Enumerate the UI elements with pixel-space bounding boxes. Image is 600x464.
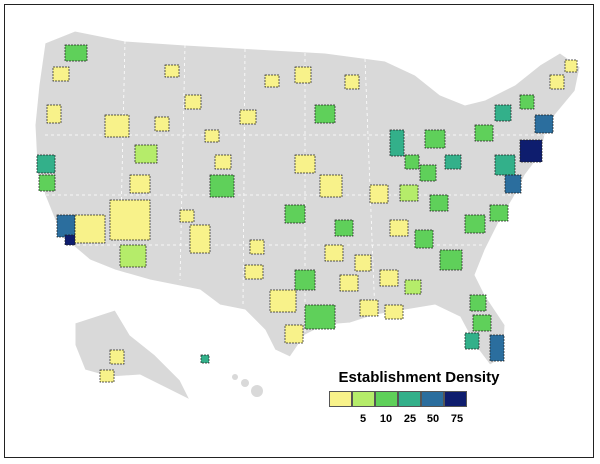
region-nyc — [519, 139, 543, 163]
region-region — [324, 244, 344, 262]
region-region — [154, 116, 170, 132]
region-region — [244, 264, 264, 280]
region-region — [204, 129, 220, 143]
region-region — [489, 204, 509, 222]
region-region — [52, 66, 70, 82]
region-region — [419, 164, 437, 182]
region-region — [294, 154, 316, 174]
region-detroit — [424, 129, 446, 149]
region-honolulu — [200, 354, 210, 364]
legend-swatch-3 — [375, 391, 398, 407]
region-dc — [504, 174, 522, 194]
region-boston — [534, 114, 554, 134]
legend-tick-5: 5 — [359, 413, 367, 425]
region-region — [519, 94, 535, 110]
region-region — [339, 274, 359, 292]
region-denver — [209, 174, 235, 198]
region-region — [294, 66, 312, 84]
region-houston — [304, 304, 336, 330]
region-region — [269, 289, 297, 313]
region-kc — [284, 204, 306, 224]
region-region — [249, 239, 265, 255]
region-region — [384, 304, 404, 320]
region-region — [369, 184, 389, 204]
region-region — [354, 254, 372, 272]
legend-tick-10: 10 — [379, 413, 393, 425]
region-region — [344, 74, 360, 90]
legend: Establishment Density 5 10 25 50 75 — [323, 369, 503, 425]
region-seattle — [64, 44, 88, 62]
region-charlotte — [464, 214, 486, 234]
region-orlando — [472, 314, 492, 332]
region-chicago — [389, 129, 405, 157]
legend-title: Establishment Density — [338, 369, 500, 386]
region-minneapolis — [314, 104, 336, 124]
region-region — [379, 269, 399, 287]
region-region — [74, 214, 106, 244]
map-frame: Establishment Density 5 10 25 50 75 — [4, 4, 594, 458]
region-slc — [134, 144, 158, 164]
region-region — [214, 154, 232, 170]
legend-swatches — [329, 391, 467, 407]
region-region — [104, 114, 130, 138]
region-region — [404, 154, 420, 170]
us-density-map — [34, 30, 581, 402]
region-region — [264, 74, 280, 88]
region-sf — [36, 154, 56, 174]
region-region — [38, 174, 56, 192]
region-region — [494, 104, 512, 122]
region-region — [429, 194, 449, 212]
legend-tick-50: 50 — [426, 413, 440, 425]
hawaii-islands — [232, 374, 263, 397]
region-region — [549, 74, 565, 90]
alaska-landmass — [74, 309, 192, 402]
legend-swatch-4 — [398, 391, 421, 407]
region-la — [56, 214, 76, 238]
region-region — [109, 199, 151, 241]
region-phoenix — [119, 244, 147, 268]
region-region — [359, 299, 379, 317]
region-region — [404, 279, 422, 295]
region-region — [239, 109, 257, 125]
region-stlouis — [334, 219, 354, 237]
region-anchorage — [109, 349, 125, 365]
region-dallas — [294, 269, 316, 291]
region-region — [189, 224, 211, 254]
region-cleveland — [444, 154, 462, 170]
region-la-core — [64, 234, 76, 246]
region-region — [129, 174, 151, 194]
region-region — [164, 64, 180, 78]
legend-tick-75: 75 — [450, 413, 464, 425]
legend-tick-25: 25 — [403, 413, 417, 425]
region-region — [414, 229, 434, 249]
legend-swatch-5 — [421, 391, 444, 407]
region-jacksonville — [469, 294, 487, 312]
region-region — [474, 124, 494, 142]
region-region — [99, 369, 115, 383]
legend-swatch-1 — [329, 391, 352, 407]
region-region — [389, 219, 409, 237]
density-regions — [36, 44, 578, 383]
region-region — [319, 174, 343, 198]
region-region — [399, 184, 419, 202]
region-atlanta — [439, 249, 463, 271]
region-region — [564, 59, 578, 73]
region-region — [46, 104, 62, 124]
region-miami — [489, 334, 505, 362]
legend-swatch-6 — [444, 391, 467, 407]
region-region — [184, 94, 202, 110]
legend-swatch-2 — [352, 391, 375, 407]
region-region — [179, 209, 195, 223]
region-tampa — [464, 332, 480, 350]
region-philadelphia — [494, 154, 516, 176]
region-region — [284, 324, 304, 344]
